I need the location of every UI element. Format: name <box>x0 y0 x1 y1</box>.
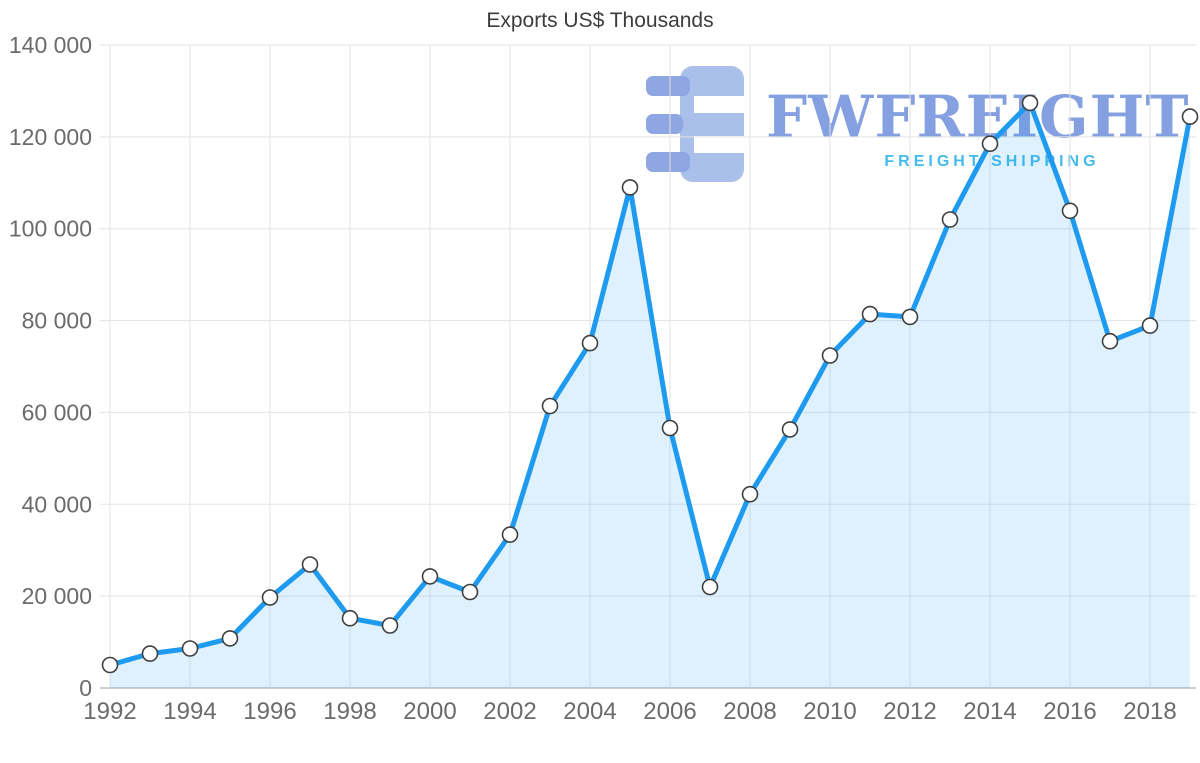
svg-text:1998: 1998 <box>323 698 376 725</box>
svg-text:2016: 2016 <box>1043 698 1096 725</box>
svg-text:120 000: 120 000 <box>9 124 92 150</box>
svg-text:1992: 1992 <box>83 698 136 725</box>
svg-text:40 000: 40 000 <box>22 491 92 517</box>
svg-text:2012: 2012 <box>883 698 936 725</box>
svg-text:2000: 2000 <box>403 698 456 725</box>
svg-text:20 000: 20 000 <box>22 583 92 609</box>
svg-text:80 000: 80 000 <box>22 308 92 334</box>
chart-title: Exports US$ Thousands <box>486 9 714 32</box>
svg-text:2018: 2018 <box>1123 698 1176 725</box>
svg-text:2008: 2008 <box>723 698 776 725</box>
svg-text:2010: 2010 <box>803 698 856 725</box>
svg-text:2004: 2004 <box>563 698 616 725</box>
svg-text:1996: 1996 <box>243 698 296 725</box>
svg-text:2002: 2002 <box>483 698 536 725</box>
svg-text:100 000: 100 000 <box>9 216 92 242</box>
svg-text:140 000: 140 000 <box>9 32 92 58</box>
svg-text:0: 0 <box>79 675 92 701</box>
svg-text:2006: 2006 <box>643 698 696 725</box>
svg-text:1994: 1994 <box>163 698 216 725</box>
svg-text:2014: 2014 <box>963 698 1016 725</box>
svg-text:60 000: 60 000 <box>22 399 92 425</box>
